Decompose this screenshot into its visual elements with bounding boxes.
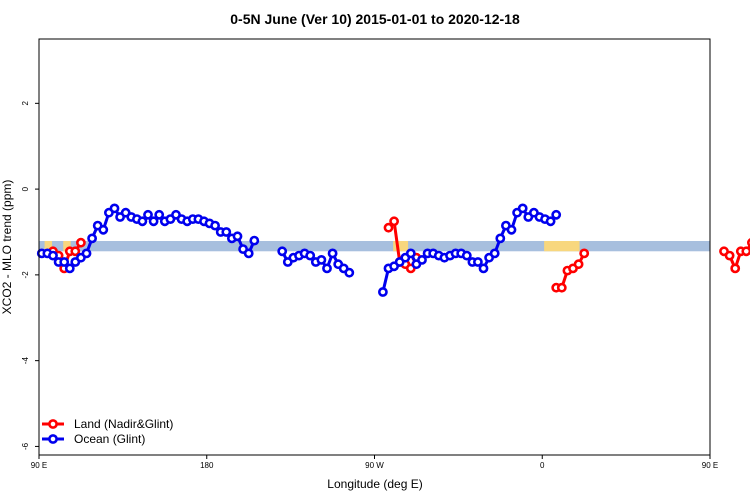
x-axis-label: Longitude (deg E) xyxy=(327,477,422,491)
ocean-data-point xyxy=(48,250,58,261)
land-data-point xyxy=(556,282,567,293)
ocean-data-point xyxy=(495,233,506,244)
x-tick-label: 90 W xyxy=(365,461,384,470)
ocean-data-point xyxy=(243,248,254,259)
ocean-data-point xyxy=(327,248,338,259)
legend-label: Ocean (Glint) xyxy=(74,432,145,446)
ocean-data-point xyxy=(405,248,416,259)
ocean-data-point xyxy=(98,224,109,235)
ocean-data-point xyxy=(545,216,556,227)
land-data-point xyxy=(383,222,394,233)
chart-title: 0-5N June (Ver 10) 2015-01-01 to 2020-12… xyxy=(230,11,520,27)
land-data-point xyxy=(70,246,81,257)
x-tick-label: 180 xyxy=(200,461,214,470)
y-tick-label: 2 xyxy=(21,101,30,106)
ocean-data-point xyxy=(232,231,243,242)
band-layer xyxy=(39,240,710,252)
ocean-data-point xyxy=(517,203,528,214)
ocean-data-point xyxy=(143,209,153,220)
legend-marker xyxy=(48,434,58,444)
land-coverage-band xyxy=(44,240,53,252)
ocean-data-point xyxy=(489,248,500,259)
y-axis-label: XCO2 - MLO trend (ppm) xyxy=(0,180,14,315)
land-data-point xyxy=(76,237,86,248)
land-data-point xyxy=(730,263,741,274)
ocean-data-point xyxy=(417,254,427,265)
ocean-data-point xyxy=(221,227,232,237)
legend: Land (Nadir&Glint)Ocean (Glint) xyxy=(42,417,173,446)
ocean-data-point xyxy=(109,203,120,214)
ocean-data-point xyxy=(59,257,70,267)
ocean-data-point xyxy=(461,250,472,261)
ocean-data-point xyxy=(344,267,355,278)
y-tick-label: -6 xyxy=(21,442,30,450)
land-coverage-band xyxy=(63,240,71,252)
ocean-data-point xyxy=(148,216,159,227)
ocean-data-point xyxy=(249,235,260,246)
ocean-data-point xyxy=(472,257,483,267)
y-axis: -6 -4 -2 0 2 xyxy=(21,101,39,450)
x-axis: 90 E 180 90 W 0 90 E xyxy=(31,455,718,470)
legend-label: Land (Nadir&Glint) xyxy=(74,417,173,431)
land-data-point xyxy=(724,250,735,261)
ocean-data-point xyxy=(551,209,562,220)
ocean-coverage-band xyxy=(39,240,710,252)
ocean-data-point xyxy=(137,216,148,227)
legend-marker xyxy=(48,419,58,429)
ocean-data-point xyxy=(154,209,165,220)
land-data-point xyxy=(579,248,590,259)
y-tick-label: 0 xyxy=(21,186,30,191)
ocean-data-point xyxy=(377,287,388,297)
x-tick-label: 90 E xyxy=(31,461,47,470)
land-data-point xyxy=(573,259,584,270)
ocean-data-point xyxy=(316,254,327,265)
y-tick-label: -4 xyxy=(21,357,30,365)
y-tick-label: -2 xyxy=(21,271,30,279)
ocean-data-point xyxy=(210,220,220,231)
x-tick-label: 0 xyxy=(540,461,545,470)
ocean-data-point xyxy=(64,263,75,274)
land-coverage-band xyxy=(544,240,580,252)
ocean-data-point xyxy=(322,263,332,274)
land-data-point xyxy=(741,246,750,257)
land-coverage-band xyxy=(393,240,409,252)
ocean-data-point xyxy=(81,248,92,259)
series-layer xyxy=(36,203,750,297)
ocean-data-point xyxy=(87,233,97,244)
ocean-data-point xyxy=(305,250,316,261)
x-tick-label: 90 E xyxy=(702,461,718,470)
ocean-data-point xyxy=(277,246,288,257)
ocean-data-point xyxy=(506,224,517,235)
land-data-point xyxy=(389,216,399,227)
ocean-data-point xyxy=(478,263,489,274)
